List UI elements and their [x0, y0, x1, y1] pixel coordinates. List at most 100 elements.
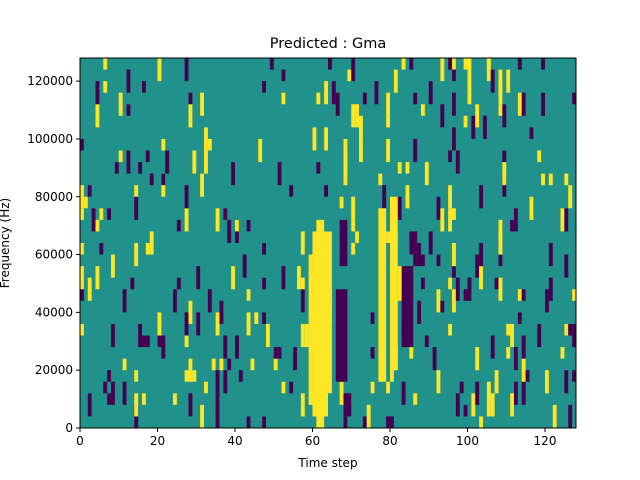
- heatmap-cell: [386, 138, 390, 163]
- heatmap-cell: [118, 92, 123, 116]
- heatmap-cell: [80, 243, 84, 255]
- heatmap-cell: [428, 231, 433, 255]
- heatmap-cell: [436, 370, 441, 394]
- heatmap-cell: [157, 335, 162, 348]
- heatmap-cell: [324, 81, 328, 105]
- heatmap-cell: [80, 185, 84, 209]
- heatmap-cell: [436, 254, 441, 267]
- heatmap-cell: [486, 404, 491, 417]
- heatmap-cell: [134, 243, 139, 267]
- heatmap-cell: [351, 219, 356, 232]
- heatmap-cell: [114, 162, 119, 174]
- heatmap-cell: [176, 219, 181, 232]
- heatmap-cell: [262, 277, 266, 290]
- heatmap-cell: [343, 416, 348, 428]
- heatmap-cell: [393, 69, 398, 93]
- heatmap-low-region: [335, 289, 348, 382]
- heatmap-cell: [541, 92, 545, 116]
- heatmap-cell: [122, 358, 127, 371]
- heatmap-cell: [479, 416, 483, 428]
- heatmap-cell: [572, 92, 576, 105]
- heatmap-cell: [87, 277, 92, 301]
- heatmap-cell: [386, 92, 390, 116]
- heatmap-cell: [421, 277, 425, 290]
- heatmap-cell: [421, 104, 425, 116]
- heatmap-cell: [498, 69, 503, 93]
- heatmap-cell: [521, 92, 526, 116]
- heatmap-cell: [374, 81, 379, 105]
- heatmap-cell: [548, 243, 553, 267]
- heatmap-cell: [467, 58, 472, 70]
- heatmap-cell: [235, 219, 239, 232]
- heatmap-cell: [455, 393, 460, 417]
- heatmap-cell: [343, 138, 348, 163]
- heatmap-cell: [362, 92, 367, 105]
- heatmap-cell: [157, 58, 162, 82]
- heatmap-cell: [196, 266, 201, 290]
- heatmap-cell: [362, 416, 367, 428]
- heatmap-cell: [87, 185, 92, 197]
- heatmap-cell: [262, 312, 266, 324]
- heatmap-cell: [87, 393, 92, 417]
- heatmap-cell: [521, 381, 526, 405]
- heatmap-cell: [421, 254, 425, 267]
- heatmap-high-region: [300, 323, 305, 348]
- heatmap-cell: [281, 69, 286, 82]
- heatmap-cell: [103, 81, 108, 93]
- heatmap-cell: [397, 162, 402, 174]
- heatmap-cell: [572, 289, 576, 301]
- heatmap-cell: [397, 196, 402, 220]
- heatmap-cell: [517, 58, 522, 70]
- heatmap-cell: [409, 347, 414, 359]
- heatmap-cell: [262, 81, 266, 93]
- heatmap-cell: [417, 243, 421, 267]
- heatmap-cell: [548, 277, 553, 301]
- heatmap-cell: [80, 266, 84, 290]
- heatmap-cell: [95, 219, 100, 232]
- heatmap-cell: [339, 381, 344, 405]
- heatmap-cell: [506, 69, 511, 93]
- heatmap-cell: [390, 370, 394, 382]
- heatmap-cell: [231, 266, 235, 290]
- heatmap-cell: [273, 358, 278, 371]
- heatmap-cell: [448, 58, 452, 70]
- heatmap-cell: [184, 58, 189, 82]
- heatmap-cell: [370, 347, 375, 359]
- heatmap-cell: [572, 323, 576, 348]
- heatmap-cell: [289, 381, 294, 394]
- heatmap-cell: [386, 115, 390, 128]
- heatmap-cell: [440, 104, 445, 128]
- heatmap-cell: [91, 208, 96, 232]
- y-tick-label: 20000: [35, 363, 73, 377]
- heatmap-cell: [134, 185, 139, 197]
- heatmap-cell: [103, 381, 108, 394]
- heatmap-cell: [568, 323, 573, 336]
- heatmap-cell: [200, 92, 204, 116]
- heatmap-low-region: [401, 266, 414, 348]
- heatmap-cell: [498, 277, 503, 301]
- heatmap-high-region: [390, 196, 398, 371]
- heatmap-cell: [215, 393, 220, 417]
- heatmap-cell: [145, 150, 150, 163]
- heatmap-cell: [548, 173, 553, 186]
- heatmap-cell: [223, 208, 228, 220]
- heatmap-cell: [463, 115, 468, 128]
- y-axis: 0 20000 40000 60000 80000 100000 120000: [27, 74, 80, 435]
- heatmap-cell: [149, 231, 154, 255]
- heatmap-cell: [564, 370, 569, 394]
- heatmap-cell: [246, 416, 251, 428]
- heatmap-high-region: [316, 219, 325, 428]
- heatmap-cell: [254, 312, 259, 324]
- heatmap-cell: [300, 231, 305, 255]
- heatmap-cell: [134, 370, 139, 382]
- heatmap-cell: [355, 104, 359, 128]
- heatmap-cell: [184, 185, 189, 209]
- y-axis-label: Frequency (Hz): [0, 198, 12, 289]
- heatmap-cell: [467, 277, 472, 290]
- chart-title: Predicted : Gma: [270, 36, 386, 52]
- heatmap-cell: [541, 58, 545, 70]
- x-tick-label: 100: [456, 434, 479, 448]
- heatmap-cell: [440, 300, 445, 313]
- heatmap-cell: [207, 289, 212, 313]
